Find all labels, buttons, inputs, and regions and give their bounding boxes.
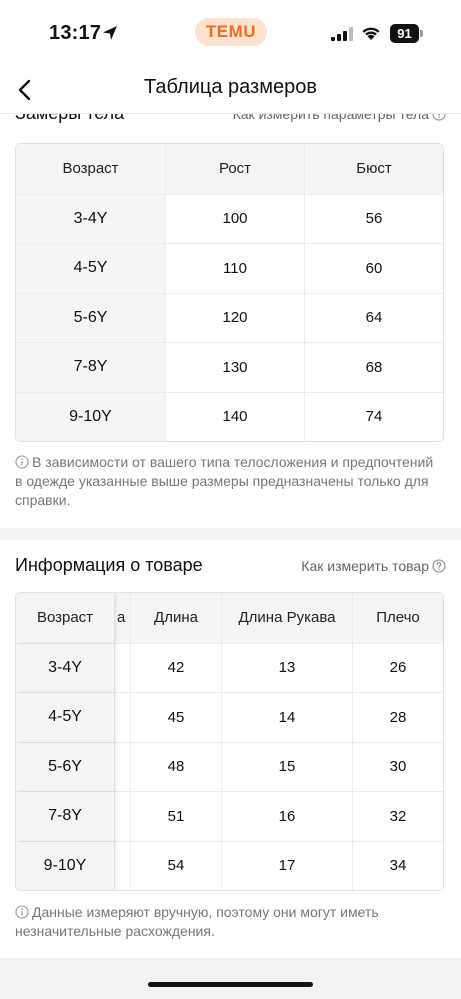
table-row: 3-4Y 100 56 xyxy=(16,193,443,243)
bust-cell: 68 xyxy=(304,343,443,392)
scrolled-column-header: а xyxy=(114,593,130,643)
shoulder-cell: 28 xyxy=(352,693,443,742)
table-row: 4-5Y 45 14 28 xyxy=(16,692,443,742)
bust-cell: 60 xyxy=(304,244,443,293)
app-indicator-pill[interactable]: TEMU xyxy=(195,18,267,46)
column-header: Возраст xyxy=(16,144,165,194)
table-header-row: Возраст Рост Бюст xyxy=(16,144,443,194)
bust-cell: 74 xyxy=(304,392,443,441)
table-row: 5-6Y 120 64 xyxy=(16,292,443,342)
home-indicator[interactable] xyxy=(148,982,313,987)
column-header: Рост xyxy=(165,144,304,194)
table-row: 9-10Y 54 17 34 xyxy=(16,840,443,890)
scrolled-cell xyxy=(114,643,130,692)
product-note-text: Данные измеряют вручную, поэтому они мог… xyxy=(15,904,379,939)
cellular-signal-icon xyxy=(331,27,353,41)
height-cell: 120 xyxy=(165,293,304,342)
back-chevron-icon[interactable] xyxy=(12,76,40,104)
question-circle-icon[interactable] xyxy=(432,558,446,573)
length-cell: 54 xyxy=(130,841,221,890)
shoulder-cell: 30 xyxy=(352,742,443,791)
height-cell: 140 xyxy=(165,392,304,441)
height-cell: 130 xyxy=(165,343,304,392)
product-info-header: Информация о товаре Как измерить товар xyxy=(15,555,446,576)
column-header: Возраст xyxy=(16,593,114,643)
table-row: 4-5Y 110 60 xyxy=(16,243,443,293)
battery-tip xyxy=(420,30,423,37)
product-info-title: Информация о товаре xyxy=(15,555,203,575)
body-note-text: В зависимости от вашего типа телосложени… xyxy=(15,454,434,508)
bust-cell: 56 xyxy=(304,194,443,243)
sleeve-length-cell: 17 xyxy=(221,841,352,890)
scrolled-cell xyxy=(114,693,130,742)
shoulder-cell: 32 xyxy=(352,792,443,841)
section-divider xyxy=(0,528,461,540)
table-row: 9-10Y 140 74 xyxy=(16,391,443,441)
sleeve-length-cell: 15 xyxy=(221,742,352,791)
age-cell: 9-10Y xyxy=(16,841,114,890)
column-header: Бюст xyxy=(304,144,443,194)
age-cell: 3-4Y xyxy=(16,643,114,692)
sleeve-length-cell: 16 xyxy=(221,792,352,841)
table-header-row: Возраст а Длина Длина Рукава Плечо xyxy=(16,593,443,643)
age-cell: 5-6Y xyxy=(16,742,114,791)
wifi-icon xyxy=(362,27,380,40)
sleeve-length-cell: 14 xyxy=(221,693,352,742)
column-header: Плечо xyxy=(352,593,443,643)
height-cell: 100 xyxy=(165,194,304,243)
battery-level: 91 xyxy=(390,24,419,43)
location-arrow-icon xyxy=(103,26,117,40)
scrolled-cell xyxy=(114,742,130,791)
bottom-area xyxy=(0,958,461,999)
shoulder-cell: 26 xyxy=(352,643,443,692)
column-header: Длина Рукава xyxy=(221,593,352,643)
table-row: 5-6Y 48 15 30 xyxy=(16,741,443,791)
scrolled-cell xyxy=(114,792,130,841)
bust-cell: 64 xyxy=(304,293,443,342)
info-circle-icon xyxy=(15,455,29,469)
length-cell: 45 xyxy=(130,693,221,742)
status-bar: 13:17 TEMU 91 xyxy=(0,0,461,66)
body-measurements-note: В зависимости от вашего типа телосложени… xyxy=(15,453,435,510)
sleeve-length-cell: 13 xyxy=(221,643,352,692)
info-circle-icon xyxy=(15,905,29,919)
age-cell: 7-8Y xyxy=(16,792,114,841)
page-title: Таблица размеров xyxy=(144,76,317,98)
status-time: 13:17 xyxy=(49,22,102,44)
navigation-header: Таблица размеров xyxy=(0,66,461,114)
product-info-table[interactable]: Возраст а Длина Длина Рукава Плечо 3-4Y … xyxy=(15,592,444,891)
age-cell: 7-8Y xyxy=(16,343,165,392)
age-cell: 4-5Y xyxy=(16,693,114,742)
table-row: 7-8Y 130 68 xyxy=(16,342,443,392)
length-cell: 48 xyxy=(130,742,221,791)
column-header: Длина xyxy=(130,593,221,643)
app-indicator-label: TEMU xyxy=(205,22,257,41)
how-to-measure-product-label: Как измерить товар xyxy=(301,557,429,574)
age-cell: 9-10Y xyxy=(16,392,165,441)
height-cell: 110 xyxy=(165,244,304,293)
age-cell: 5-6Y xyxy=(16,293,165,342)
table-row: 3-4Y 42 13 26 xyxy=(16,642,443,692)
table-row: 7-8Y 51 16 32 xyxy=(16,791,443,841)
age-cell: 4-5Y xyxy=(16,244,165,293)
length-cell: 51 xyxy=(130,792,221,841)
age-cell: 3-4Y xyxy=(16,194,165,243)
length-cell: 42 xyxy=(130,643,221,692)
product-info-note: Данные измеряют вручную, поэтому они мог… xyxy=(15,903,435,941)
scrolled-cell xyxy=(114,841,130,890)
battery-indicator: 91 xyxy=(390,24,423,43)
how-to-measure-product-link[interactable]: Как измерить товар xyxy=(301,558,446,574)
body-measurements-table: Возраст Рост Бюст 3-4Y 100 56 4-5Y 110 6… xyxy=(15,143,444,442)
shoulder-cell: 34 xyxy=(352,841,443,890)
